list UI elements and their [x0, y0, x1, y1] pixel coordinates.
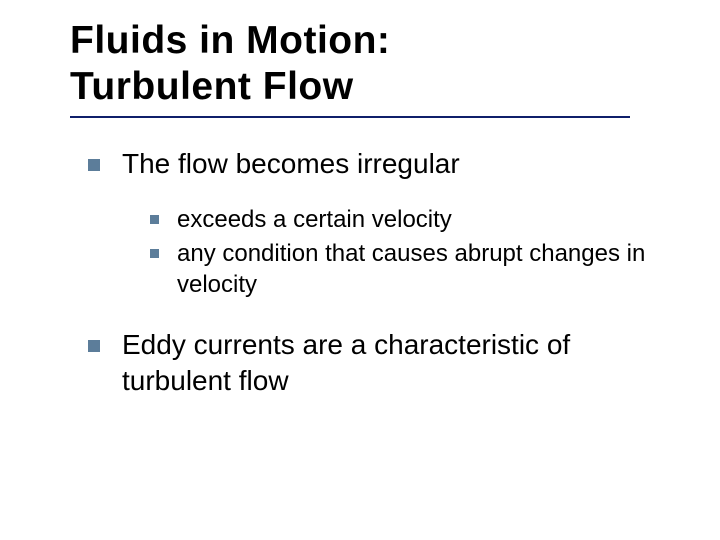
square-bullet-icon	[88, 159, 100, 171]
bullet-level2: any condition that causes abrupt changes…	[150, 238, 680, 301]
bullet-level2: exceeds a certain velocity	[150, 204, 680, 236]
square-bullet-icon	[88, 340, 100, 352]
slide: Fluids in Motion: Turbulent Flow The flo…	[0, 0, 720, 540]
bullet-level1: Eddy currents are a characteristic of tu…	[88, 327, 680, 399]
bullet-text: any condition that causes abrupt changes…	[177, 238, 680, 301]
square-bullet-icon	[150, 249, 159, 258]
slide-title: Fluids in Motion: Turbulent Flow	[70, 18, 680, 110]
title-underline	[70, 116, 630, 118]
title-line-1: Fluids in Motion:	[70, 19, 390, 62]
bullet-level1: The flow becomes irregular	[88, 146, 680, 182]
bullet-text: Eddy currents are a characteristic of tu…	[122, 327, 680, 399]
bullet-text: exceeds a certain velocity	[177, 204, 452, 236]
sub-bullet-group: exceeds a certain velocity any condition…	[70, 204, 680, 301]
bullet-text: The flow becomes irregular	[122, 146, 460, 182]
title-line-2: Turbulent Flow	[70, 65, 354, 108]
square-bullet-icon	[150, 215, 159, 224]
